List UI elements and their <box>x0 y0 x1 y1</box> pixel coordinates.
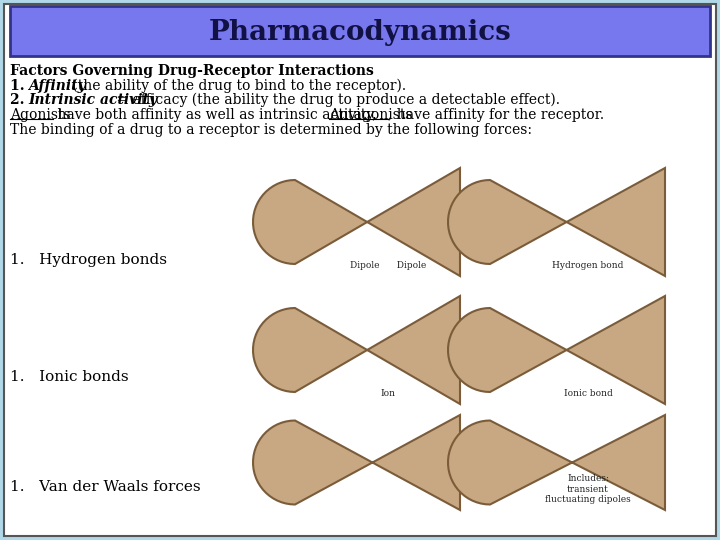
Text: have both affinity as well as intrinsic activity,: have both affinity as well as intrinsic … <box>53 108 381 122</box>
FancyBboxPatch shape <box>4 4 716 536</box>
Ellipse shape <box>431 422 523 503</box>
Text: 1.   Van der Waals forces: 1. Van der Waals forces <box>10 480 201 494</box>
PathPatch shape <box>253 415 460 510</box>
Ellipse shape <box>236 176 328 268</box>
Text: , have affinity for the receptor.: , have affinity for the receptor. <box>388 108 604 122</box>
Ellipse shape <box>236 422 328 503</box>
Text: Antagonists: Antagonists <box>328 108 412 122</box>
Text: = efficacy (the ability the drug to produce a detectable effect).: = efficacy (the ability the drug to prod… <box>112 93 560 107</box>
Text: 1.   Hydrogen bonds: 1. Hydrogen bonds <box>10 253 167 267</box>
Ellipse shape <box>236 304 328 396</box>
Text: Dipole      Dipole: Dipole Dipole <box>350 261 426 270</box>
PathPatch shape <box>253 296 460 404</box>
Text: 1.: 1. <box>10 79 35 93</box>
Text: Factors Governing Drug-Receptor Interactions: Factors Governing Drug-Receptor Interact… <box>10 64 374 78</box>
Text: Hydrogen bond: Hydrogen bond <box>552 261 624 270</box>
Text: Affinity: Affinity <box>28 79 86 93</box>
PathPatch shape <box>448 296 665 404</box>
Text: 2.: 2. <box>10 93 35 107</box>
FancyBboxPatch shape <box>10 6 710 56</box>
Text: Intrinsic activity: Intrinsic activity <box>28 93 157 107</box>
Text: Pharmacodynamics: Pharmacodynamics <box>209 19 511 46</box>
PathPatch shape <box>448 415 665 510</box>
Ellipse shape <box>431 176 523 268</box>
Ellipse shape <box>431 304 523 396</box>
Text: Agonists: Agonists <box>10 108 71 122</box>
Text: The binding of a drug to a receptor is determined by the following forces:: The binding of a drug to a receptor is d… <box>10 123 532 137</box>
Text: Includes:
transient
fluctuating dipoles: Includes: transient fluctuating dipoles <box>545 474 631 504</box>
PathPatch shape <box>448 168 665 276</box>
Text: 1.   Ionic bonds: 1. Ionic bonds <box>10 370 129 384</box>
Text: Ion: Ion <box>380 389 395 398</box>
Text: (the ability of the drug to bind to the receptor).: (the ability of the drug to bind to the … <box>68 79 406 93</box>
PathPatch shape <box>253 168 460 276</box>
Text: Ionic bond: Ionic bond <box>564 389 613 398</box>
